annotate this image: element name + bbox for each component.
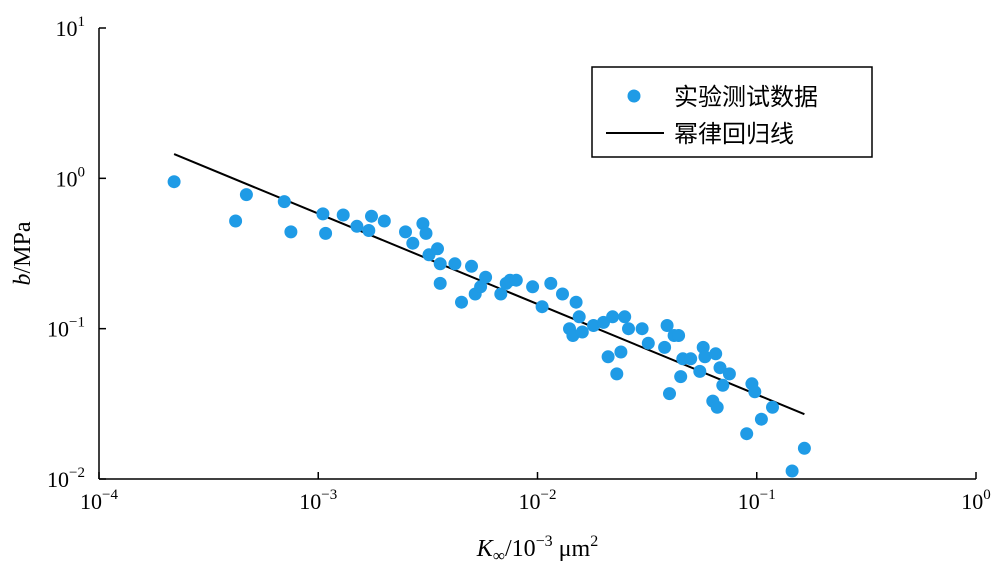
data-point: [575, 325, 589, 339]
data-point: [433, 276, 447, 290]
data-point: [433, 257, 447, 271]
data-point: [722, 367, 736, 381]
data-point: [448, 257, 462, 271]
data-point: [277, 195, 291, 209]
data-point: [754, 412, 768, 426]
data-point: [766, 400, 779, 414]
y-tick-label: 100: [56, 164, 86, 191]
data-point: [362, 224, 376, 237]
data-point: [618, 310, 632, 324]
legend-marker-scatter: [627, 89, 641, 103]
x-axis-title: K∞/10−3 μm2: [476, 533, 598, 565]
data-point: [377, 214, 391, 228]
data-point: [614, 345, 628, 359]
y-tick-label: 10−2: [47, 465, 85, 492]
y-axis-title: b/MPa: [10, 221, 36, 285]
data-point: [748, 385, 762, 399]
data-point: [674, 370, 688, 384]
data-point: [684, 352, 698, 366]
x-tick-label: 10−1: [738, 487, 776, 514]
data-point: [610, 367, 624, 381]
data-point: [663, 387, 676, 401]
data-point: [569, 295, 583, 309]
data-point: [319, 226, 333, 240]
data-point: [672, 329, 686, 342]
data-point: [455, 295, 468, 309]
data-point: [641, 336, 655, 350]
x-tick-label: 100: [961, 487, 991, 514]
x-tick-label: 10−4: [80, 487, 118, 514]
data-point: [494, 287, 508, 301]
data-point: [606, 310, 620, 324]
data-point: [693, 364, 707, 378]
data-point: [556, 287, 569, 301]
x-tick-label: 10−3: [299, 487, 337, 514]
data-point: [713, 361, 727, 375]
legend-label-line: 幂律回归线: [674, 120, 794, 148]
data-point: [399, 225, 412, 239]
data-point: [336, 208, 350, 222]
legend-label-scatter: 实验测试数据: [674, 83, 818, 111]
data-point: [635, 322, 649, 336]
data-point: [479, 270, 493, 284]
data-point: [601, 350, 615, 364]
legend-box: [591, 66, 873, 158]
data-point: [660, 319, 674, 332]
data-point: [406, 236, 420, 250]
data-point: [740, 427, 754, 441]
data-point: [509, 273, 523, 287]
regression-line: [173, 153, 805, 416]
data-point: [698, 350, 712, 364]
y-tick-label: 10−1: [47, 315, 85, 342]
data-point: [465, 259, 478, 273]
data-point: [535, 300, 549, 314]
data-point: [474, 280, 488, 294]
data-point: [167, 175, 181, 189]
data-point: [316, 207, 330, 221]
data-point: [709, 347, 723, 361]
data-point: [419, 226, 433, 240]
data-point: [587, 319, 600, 332]
data-point: [365, 209, 378, 223]
data-point: [797, 441, 811, 455]
y-tick-label: 101: [56, 14, 86, 41]
data-point: [544, 276, 558, 290]
data-point: [229, 214, 243, 228]
data-point: [785, 464, 799, 478]
data-point: [716, 378, 730, 392]
data-point: [350, 219, 364, 233]
data-point: [710, 400, 724, 414]
data-point: [572, 310, 586, 324]
data-point: [284, 225, 298, 239]
x-tick-label: 10−2: [519, 487, 557, 514]
axes: 10−4 10−3 10−2 10−1 100 10−2 10−1 100 101 K∞/10−3…: [10, 14, 991, 565]
data-point: [622, 322, 635, 336]
data-point: [526, 280, 540, 294]
data-point: [239, 188, 253, 202]
data-point: [658, 340, 672, 354]
data-point: [431, 242, 444, 256]
data-point: [416, 217, 430, 231]
plot-area: [167, 153, 811, 478]
